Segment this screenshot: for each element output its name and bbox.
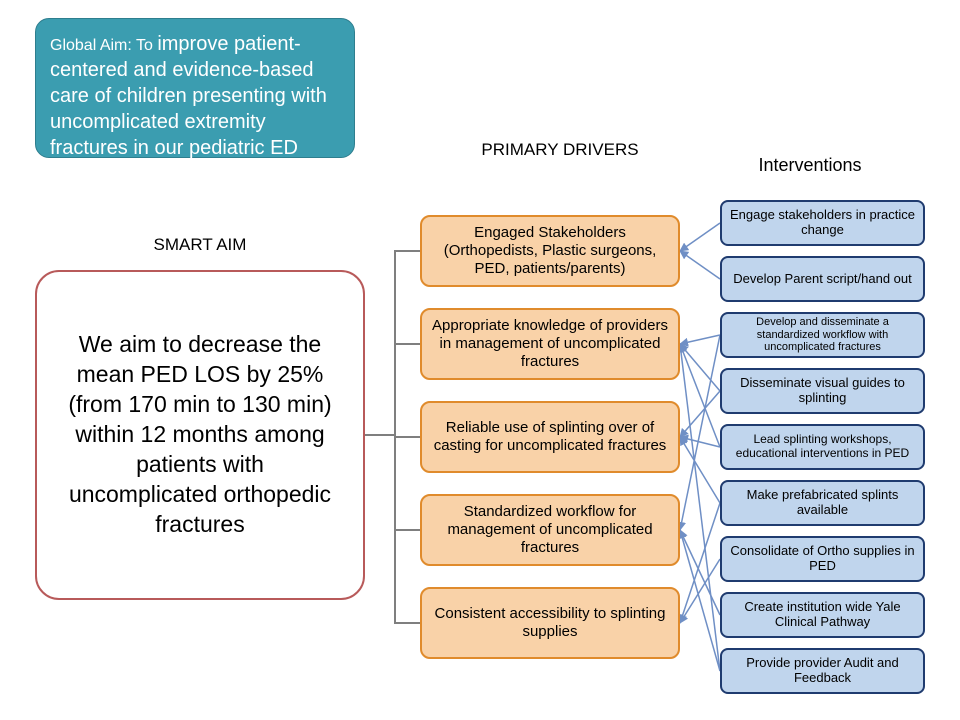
- intervention-box-6: Consolidate of Ortho supplies in PED: [720, 536, 925, 582]
- smart-aim-box: We aim to decrease the mean PED LOS by 2…: [35, 270, 365, 600]
- intervention-box-7: Create institution wide Yale Clinical Pa…: [720, 592, 925, 638]
- intervention-box-1: Develop Parent script/hand out: [720, 256, 925, 302]
- driver-box-0: Engaged Stakeholders (Orthopedists, Plas…: [420, 215, 680, 287]
- smart-aim-header: SMART AIM: [120, 235, 280, 255]
- driver-box-1: Appropriate knowledge of providers in ma…: [420, 308, 680, 380]
- driver-box-4: Consistent accessibility to splinting su…: [420, 587, 680, 659]
- smart-aim-text: We aim to decrease the mean PED LOS by 2…: [59, 330, 341, 539]
- intervention-box-3: Disseminate visual guides to splinting: [720, 368, 925, 414]
- intervention-box-4: Lead splinting workshops, educational in…: [720, 424, 925, 470]
- primary-drivers-header: PRIMARY DRIVERS: [480, 140, 640, 160]
- driver-box-3: Standardized workflow for management of …: [420, 494, 680, 566]
- intervention-box-2: Develop and disseminate a standardized w…: [720, 312, 925, 358]
- intervention-box-0: Engage stakeholders in practice change: [720, 200, 925, 246]
- global-aim-prefix: Global Aim: To: [50, 37, 157, 54]
- driver-box-2: Reliable use of splinting over of castin…: [420, 401, 680, 473]
- global-aim-box: Global Aim: To improve patient-centered …: [35, 18, 355, 158]
- interventions-header: Interventions: [720, 155, 900, 176]
- intervention-box-5: Make prefabricated splints available: [720, 480, 925, 526]
- intervention-box-8: Provide provider Audit and Feedback: [720, 648, 925, 694]
